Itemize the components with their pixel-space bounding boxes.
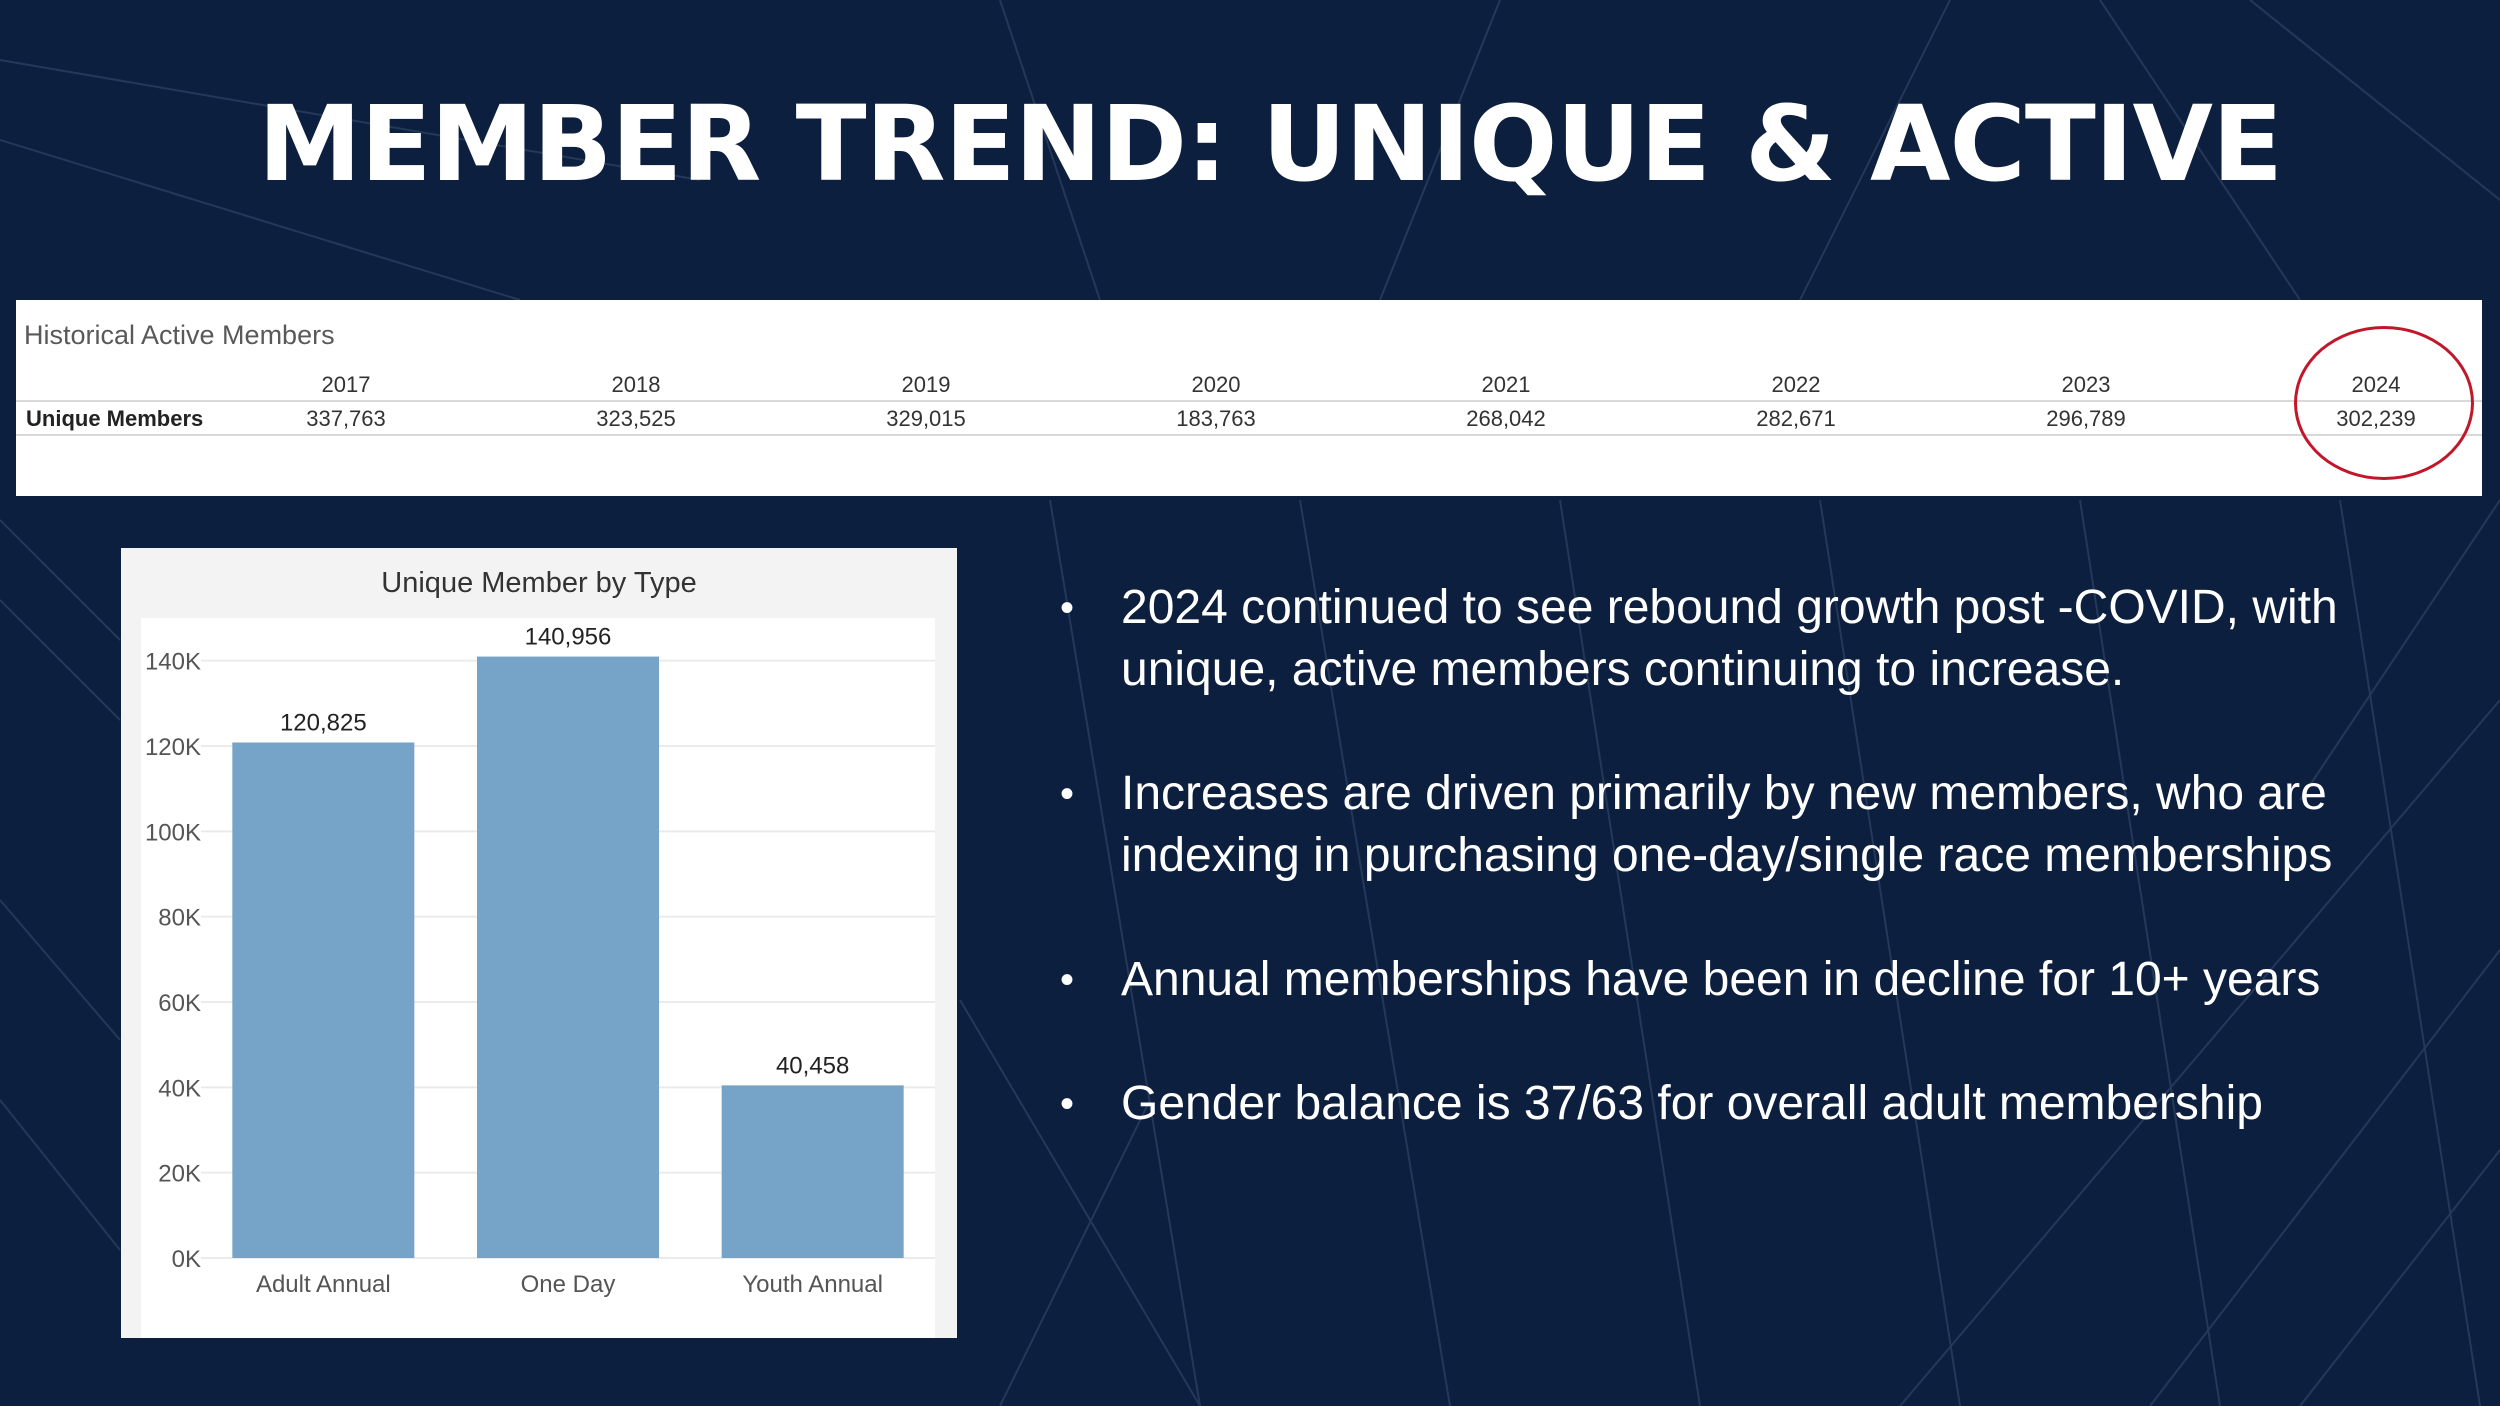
y-axis-ticks: 0K 20K 40K 60K 80K 100K 120K 140K [145, 649, 201, 1273]
bullet-gender-balance: Gender balance is 37/63 for overall adul… [1060, 1073, 2490, 1135]
insight-bullets: 2024 continued to see rebound growth pos… [1060, 577, 2490, 1197]
bar-youth-annual [721, 1085, 904, 1258]
year-header-2018: 2018 [611, 372, 661, 397]
y-tick-label: 40K [158, 1075, 201, 1102]
bar-one-day [477, 656, 659, 1258]
chart-title: Unique Member by Type [381, 567, 696, 599]
value-2017: 337,763 [306, 406, 386, 431]
year-header-2019: 2019 [901, 372, 951, 397]
historical-table-title: Historical Active Members [24, 320, 335, 350]
y-tick-label: 60K [158, 990, 201, 1017]
data-label: 40,458 [776, 1052, 849, 1079]
chart-header-bg [121, 548, 957, 618]
x-tick-label: One Day [521, 1271, 616, 1298]
chart-right-bg [935, 618, 957, 1338]
y-tick-label: 20K [158, 1161, 201, 1188]
bullet-new-members: Increases are driven primarily by new me… [1060, 763, 2490, 887]
year-header-2020: 2020 [1191, 372, 1241, 397]
data-labels: 120,825 140,956 40,458 [280, 624, 849, 1080]
y-tick-label: 80K [158, 905, 201, 932]
y-tick-label: 120K [145, 734, 201, 761]
data-label: 120,825 [280, 709, 367, 736]
value-2018: 323,525 [596, 406, 676, 431]
chart-left-bg [121, 618, 141, 1338]
bar-adult-annual [232, 742, 415, 1258]
year-header-2023: 2023 [2061, 372, 2111, 397]
bar-chart-svg: Unique Member by Type 0K 20K 40K 60K 80K 100K… [121, 548, 957, 1338]
y-tick-label: 140K [145, 649, 201, 676]
x-axis-labels: Adult Annual One Day Youth Annual [256, 1271, 883, 1298]
x-tick-label: Adult Annual [256, 1271, 391, 1298]
value-2022: 282,671 [1756, 406, 1836, 431]
year-header-2017: 2017 [321, 372, 371, 397]
slide-title: MEMBER TREND: UNIQUE & ACTIVE [257, 83, 2283, 205]
bullet-rebound-growth: 2024 continued to see rebound growth pos… [1060, 577, 2490, 701]
highlight-circle-2024 [2294, 326, 2474, 480]
bullet-annual-decline: Annual memberships have been in decline … [1060, 949, 2490, 1011]
year-header-2021: 2021 [1481, 372, 1531, 397]
historical-members-table: Historical Active Members Unique Members… [16, 300, 2482, 496]
y-tick-label: 100K [145, 819, 201, 846]
row-label-unique-members: Unique Members [26, 406, 204, 431]
bars [232, 656, 904, 1258]
unique-member-by-type-chart: Unique Member by Type 0K 20K 40K 60K 80K 100K… [121, 548, 957, 1338]
data-label: 140,956 [525, 624, 612, 651]
value-2019: 329,015 [886, 406, 966, 431]
value-2021: 268,042 [1466, 406, 1546, 431]
y-tick-label: 0K [172, 1246, 201, 1273]
table-row-divider [16, 434, 2482, 436]
year-header-2022: 2022 [1771, 372, 1821, 397]
value-2020: 183,763 [1176, 406, 1256, 431]
x-tick-label: Youth Annual [742, 1271, 883, 1298]
value-2023: 296,789 [2046, 406, 2126, 431]
table-header-divider [16, 400, 2482, 402]
